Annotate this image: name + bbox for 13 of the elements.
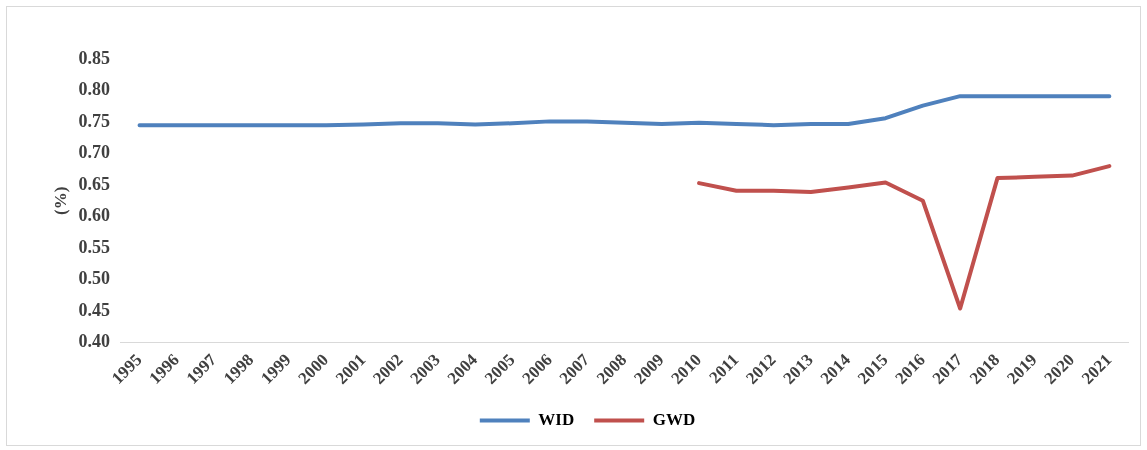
y-tick-label: 0.50 [78,268,110,289]
y-tick-label: 0.40 [78,331,110,352]
legend-label: WID [538,409,575,429]
y-tick-label: 0.70 [78,142,110,163]
y-tick-label: 0.65 [78,173,110,194]
legend-label: GWD [652,409,696,429]
y-tick-label: 0.85 [78,47,110,68]
y-tick-label: 0.45 [78,299,110,320]
y-tick-label: 0.75 [78,110,110,131]
y-tick-label: 0.55 [78,236,110,257]
y-tick-label: 0.60 [78,205,110,226]
y-tick-label: 0.80 [78,79,110,100]
y-axis-title: (%) [50,186,70,215]
